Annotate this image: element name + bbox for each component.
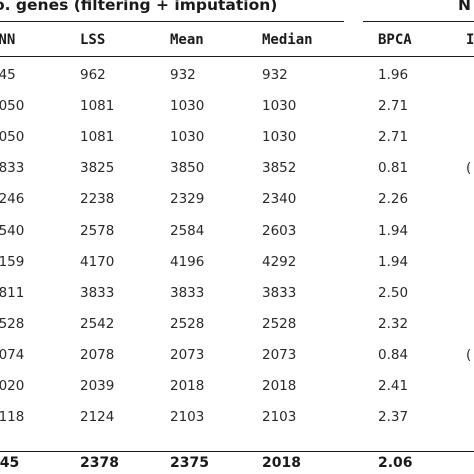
table-cell: (	[466, 160, 472, 177]
table-cell: 2528	[262, 315, 297, 332]
total-cell: 2375	[170, 455, 209, 471]
table-cell: 4170	[80, 253, 115, 270]
table-cell: 1.96	[378, 67, 409, 83]
table-cell: 1.94	[378, 253, 409, 270]
table-cell: 1030	[262, 98, 297, 115]
table-cell: 1.94	[378, 222, 409, 239]
table-cell: 2528	[0, 315, 25, 332]
table-cell: (	[466, 346, 472, 363]
total-cell: 2.06	[378, 455, 413, 471]
group-header-right: N	[458, 0, 471, 14]
table-cell: 1081	[80, 98, 115, 115]
table-cell: 2.71	[378, 98, 409, 115]
table-cell: 1030	[262, 129, 297, 146]
table-cell: 2118	[0, 409, 25, 426]
table-cell: 3833	[80, 284, 115, 301]
table-cell: 2073	[170, 346, 205, 363]
column-header: Median	[262, 32, 313, 48]
group-rule-left	[0, 21, 344, 23]
column-header: BPCA	[378, 32, 412, 48]
table-cell: 3852	[262, 160, 297, 177]
table-cell: 0.84	[378, 346, 409, 363]
table-cell: 2.26	[378, 191, 409, 208]
table-cell: 2578	[80, 222, 115, 239]
table-cell: 2.50	[378, 284, 409, 301]
total-cell: 945	[0, 455, 20, 471]
table-cell: 2528	[170, 315, 205, 332]
column-header: Mean	[170, 32, 204, 48]
table-cell: 2018	[262, 378, 297, 394]
table-cell: 2073	[262, 346, 297, 363]
table-cell: 2.71	[378, 129, 409, 146]
table-cell: 932	[262, 67, 288, 83]
table-cell: 1081	[80, 129, 115, 146]
table-cell: 4196	[170, 253, 205, 270]
group-rule-right	[363, 21, 474, 23]
table-cell: 2039	[80, 378, 115, 394]
table-cell: 3833	[170, 284, 205, 301]
total-cell: 2018	[262, 455, 301, 471]
table-cell: 945	[0, 67, 16, 83]
table-cell: 2.41	[378, 378, 409, 394]
table-cell: 3811	[0, 284, 25, 301]
table-cell: 0.81	[378, 160, 409, 177]
column-header: I	[466, 32, 474, 48]
table-cell: 2078	[80, 346, 115, 363]
table-cell: 2103	[170, 409, 205, 426]
table-cell: 2542	[80, 315, 115, 332]
table-cell: 2540	[0, 222, 25, 239]
table-cell: 2.32	[378, 315, 409, 332]
table-cell: 2603	[262, 222, 297, 239]
table-cell: 2103	[262, 409, 297, 426]
table-cell: 2584	[170, 222, 205, 239]
table-cell: 3833	[262, 284, 297, 301]
table-cell: 2246	[0, 191, 25, 208]
column-header: KNN	[0, 32, 16, 48]
table-cell: 1030	[170, 129, 205, 146]
table-cell: 1030	[170, 98, 205, 115]
table-cell: 2.37	[378, 409, 409, 426]
total-top-rule	[0, 451, 474, 453]
table-cell: 3825	[80, 160, 115, 177]
table-cell: 2238	[80, 191, 115, 208]
total-cell: 2378	[80, 455, 119, 471]
table-cell: 932	[170, 67, 196, 83]
column-header: LSS	[80, 32, 106, 48]
table-cell: 4292	[262, 253, 297, 270]
table-cell: 3850	[170, 160, 205, 177]
table-cell: 962	[80, 67, 106, 83]
table-cell: 2329	[170, 191, 205, 208]
table-cell: 3833	[0, 160, 25, 177]
group-header-filtering-imputation: o. genes (filtering + imputation)	[0, 0, 278, 14]
header-bottom-rule	[0, 56, 474, 58]
table-cell: 2124	[80, 409, 115, 426]
table-cell: 2018	[170, 378, 205, 394]
table-cell: 2340	[262, 191, 297, 208]
